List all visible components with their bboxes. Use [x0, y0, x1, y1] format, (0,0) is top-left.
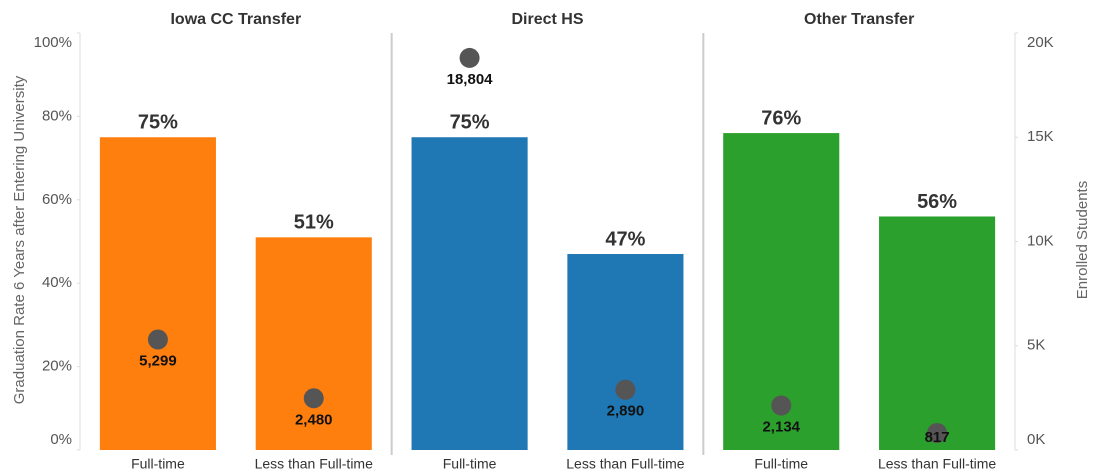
bar [255, 237, 372, 450]
y-axis-title: Graduation Rate 6 Years after Entering U… [11, 75, 28, 404]
value-label: 75% [450, 112, 490, 134]
y-tick-label: 80% [42, 107, 72, 124]
enrolled-label: 2,134 [762, 418, 800, 435]
panel-title: Iowa CC Transfer [170, 11, 301, 28]
x-tick-label: Full-time [131, 456, 185, 472]
enrolled-label: 817 [925, 429, 950, 446]
y-tick-label: 100% [34, 34, 72, 51]
y-tick-label: 0% [50, 431, 72, 448]
y-tick-label: 60% [42, 191, 72, 208]
y2-tick-label: 5K [1027, 337, 1045, 354]
enrolled-label: 5,299 [139, 352, 177, 369]
enrolled-dot [771, 395, 792, 416]
bar [99, 137, 216, 450]
enrolled-dot [615, 379, 636, 400]
x-tick-label: Less than Full-time [566, 456, 684, 472]
value-label: 47% [605, 228, 645, 250]
y-tick-label: 20% [42, 358, 72, 375]
x-tick-label: Full-time [443, 456, 497, 472]
y2-tick-label: 0K [1027, 431, 1045, 448]
bar [879, 216, 996, 450]
y-tick-label: 40% [42, 274, 72, 291]
enrolled-dot [927, 422, 948, 443]
panel-title: Other Transfer [804, 11, 914, 28]
enrolled-dot [459, 47, 480, 68]
enrolled-label: 2,890 [607, 403, 645, 420]
value-label: 51% [294, 212, 334, 234]
x-tick-label: Full-time [754, 456, 808, 472]
panel-title: Direct HS [511, 11, 583, 28]
enrolled-dot [303, 388, 324, 409]
x-tick-label: Less than Full-time [255, 456, 373, 472]
value-label: 76% [761, 107, 801, 129]
value-label: 56% [917, 191, 957, 213]
x-tick-label: Less than Full-time [878, 456, 996, 472]
enrolled-dot [147, 329, 168, 350]
y2-tick-label: 20K [1027, 34, 1054, 51]
y2-tick-label: 15K [1027, 128, 1054, 145]
y2-axis-title: Enrolled Students [1074, 181, 1091, 299]
y2-tick-label: 10K [1027, 232, 1054, 249]
bar [567, 254, 684, 450]
enrolled-label: 2,480 [295, 411, 333, 428]
bar [411, 137, 528, 450]
enrolled-label: 18,804 [447, 71, 494, 88]
value-label: 75% [138, 112, 178, 134]
